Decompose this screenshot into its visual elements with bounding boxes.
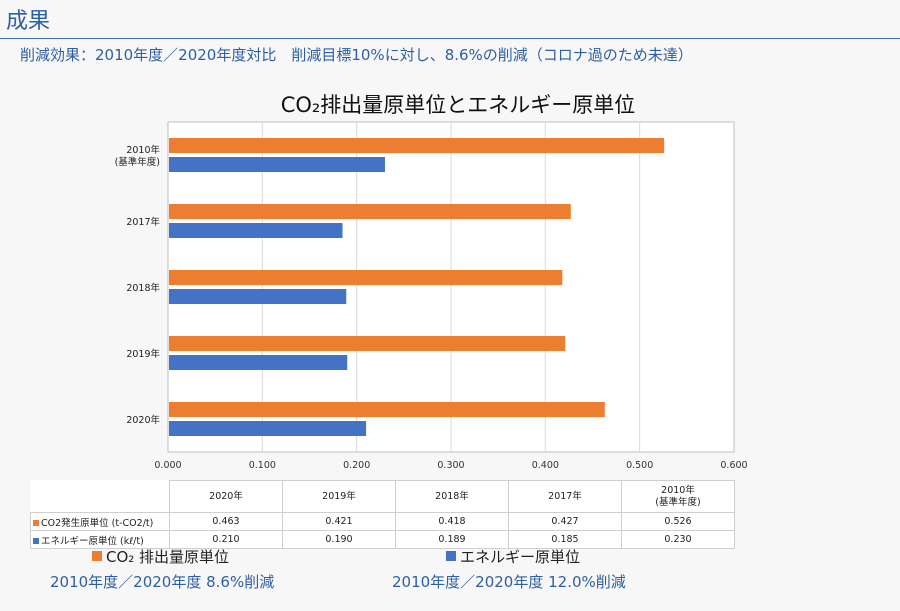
category-labels: 2010年(基準年度) 2017年 2018年 2019年 2020年 — [115, 144, 161, 426]
bar — [169, 270, 563, 285]
table-header-2017: 2017年 — [508, 480, 622, 513]
table-row-energy: エネルギー原単位 (kℓ/t) 0.210 0.190 0.189 0.185 … — [30, 530, 735, 549]
row-label-co2-text: CO2発生原単位 (t-CO2/t) — [41, 517, 154, 529]
table-cell: 0.418 — [395, 512, 509, 531]
bars — [169, 138, 665, 436]
chart-title: CO₂排出量原単位とエネルギー原単位 — [281, 93, 636, 117]
x-tick-label: 0.400 — [532, 460, 559, 471]
table-header-2010: 2010年 (基準年度) — [621, 480, 735, 513]
legend-co2: CO₂ 排出量原単位 — [92, 546, 229, 567]
table-header-2020: 2020年 — [169, 480, 283, 513]
bar — [169, 138, 665, 153]
row-label-energy-text: エネルギー原単位 (kℓ/t) — [41, 535, 144, 547]
table-cell: 0.185 — [508, 530, 622, 549]
legend-label-co2: CO₂ 排出量原単位 — [106, 548, 230, 566]
table-cell: 0.421 — [282, 512, 396, 531]
table-cell: 0.210 — [169, 530, 283, 549]
legend-swatch-energy — [446, 551, 456, 561]
series-swatch-energy — [33, 537, 39, 544]
legend-label-energy: エネルギー原単位 — [460, 548, 581, 566]
table-corner — [30, 480, 170, 513]
bar-chart: CO₂排出量原単位とエネルギー原単位 2010年(基準年度) 2017年 2018年… — [115, 93, 748, 471]
reduction-summary: 削減効果：2010年度／2020年度対比 削減目標10%に対し、8.6%の削減（… — [20, 46, 693, 64]
table-cell: 0.463 — [169, 512, 283, 531]
co2-reduction-note: 2010年度／2020年度 8.6%削減 — [50, 573, 275, 591]
x-tick-label: 0.500 — [626, 460, 653, 471]
category-label: 2017年 — [126, 216, 160, 228]
table-cell: 0.427 — [508, 512, 622, 531]
table-header-2018: 2018年 — [395, 480, 509, 513]
bar — [169, 223, 343, 238]
header-bar: 成果 — [0, 0, 900, 39]
energy-reduction-note: 2010年度／2020年度 12.0%削減 — [392, 573, 626, 591]
bar — [169, 157, 385, 172]
legend-energy: エネルギー原単位 — [446, 546, 580, 567]
data-table: 2020年 2019年 2018年 2017年 2010年 (基準年度) CO2… — [30, 480, 735, 549]
row-label-co2: CO2発生原単位 (t-CO2/t) — [30, 512, 170, 531]
page-title: 成果 — [6, 9, 51, 34]
legend-swatch-co2 — [92, 551, 102, 561]
category-label: 2018年 — [126, 282, 160, 294]
x-tick-label: 0.200 — [343, 460, 370, 471]
bar — [169, 421, 367, 436]
category-label: 2010年(基準年度) — [115, 144, 161, 168]
table-row-co2: CO2発生原単位 (t-CO2/t) 0.463 0.421 0.418 0.4… — [30, 512, 735, 531]
grid-lines — [261, 122, 641, 452]
series-swatch-co2 — [33, 519, 39, 526]
x-tick-label: 0.100 — [249, 460, 276, 471]
category-label: 2019年 — [126, 348, 160, 360]
category-label: 2020年 — [126, 414, 160, 426]
bar — [169, 355, 348, 370]
x-tick-labels: 0.000 0.100 0.200 0.300 0.400 0.500 0.600 — [154, 460, 747, 471]
table-cell: 0.190 — [282, 530, 396, 549]
x-tick-label: 0.300 — [437, 460, 464, 471]
table-cell: 0.526 — [621, 512, 735, 531]
bar — [169, 336, 566, 351]
bar — [169, 402, 605, 417]
x-tick-label: 0.000 — [154, 460, 181, 471]
row-label-energy: エネルギー原単位 (kℓ/t) — [30, 530, 170, 549]
table-cell: 0.230 — [621, 530, 735, 549]
bar — [169, 289, 347, 304]
bar — [169, 204, 571, 219]
table-header-2019: 2019年 — [282, 480, 396, 513]
x-tick-label: 0.600 — [720, 460, 747, 471]
